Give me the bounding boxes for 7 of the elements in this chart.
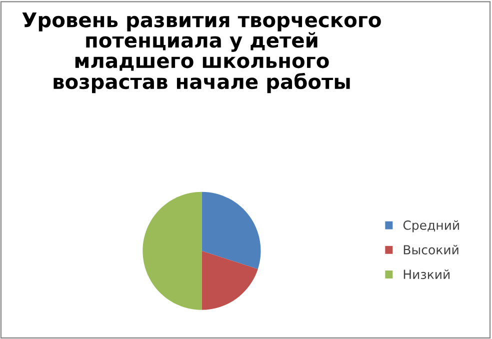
pie-slice (202, 192, 261, 270)
pie-slice (202, 250, 258, 310)
legend-label: Низкий (404, 269, 450, 280)
legend-label: Высокий (404, 244, 458, 254)
legend-label: Средний (403, 220, 459, 232)
pie-slice (142, 192, 202, 310)
chart-title: Уровень развития творческого потенциала у детей младшего школьного возрастав начале работы (22, 12, 381, 94)
